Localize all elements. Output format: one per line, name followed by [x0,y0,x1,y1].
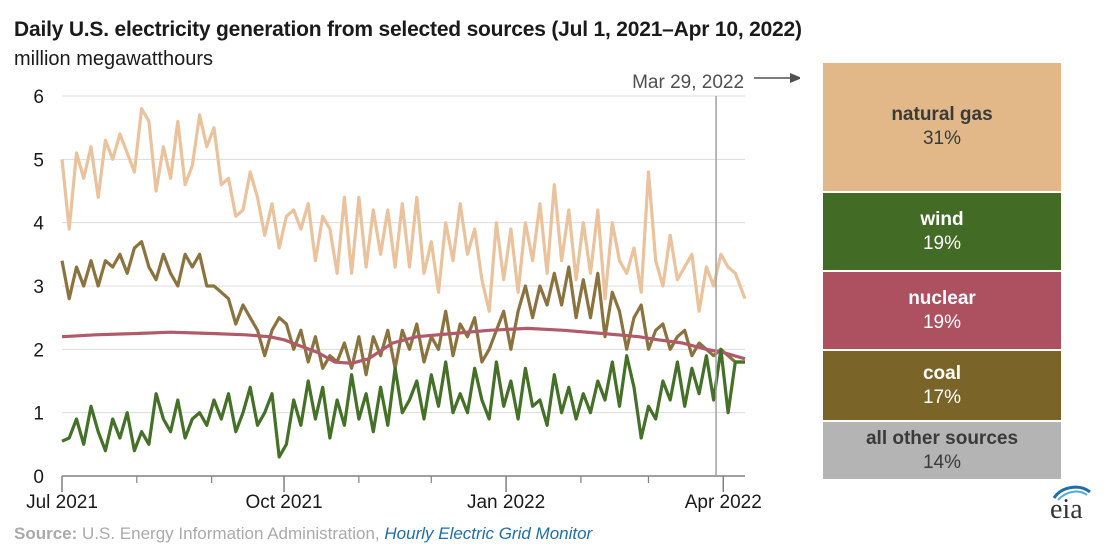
share-other: all other sources 14% [823,422,1061,479]
series-line-coal [60,240,745,377]
logo-swoosh-icon [1052,485,1091,501]
date-marker-label: Mar 29, 2022 [632,72,744,93]
series-line-natural-gas [60,107,747,313]
share-label: nuclear [908,287,976,309]
share-pct: 31% [922,128,962,149]
share-pct: 19% [922,232,962,254]
y-tick-label: 0 [33,467,44,488]
arrow-head-icon [790,73,800,83]
series-line-nuclear [61,326,746,365]
logo-text: eia [1050,494,1083,525]
chart-title: Daily U.S. electricity generation from s… [14,18,802,41]
share-label: coal [922,362,962,384]
x-axis: Jul 2021 Oct 2021 Jan 2022 Apr 2022 [26,475,762,513]
y-tick-label: 5 [33,150,44,171]
y-tick-label: 4 [33,214,44,235]
y-tick-label: 2 [33,340,44,361]
share-label: wind [920,208,964,230]
chart-subtitle: million megawatthours [14,48,213,70]
x-tick-label: Oct 2021 [245,492,322,513]
share-pct: 19% [922,311,962,333]
x-tick-label: Jan 2022 [467,492,545,513]
source-text: U.S. Energy Information Administration, [77,524,385,543]
share-natural-gas: natural gas 31% [823,63,1061,193]
share-wind: wind 19% [823,193,1061,272]
share-label: natural gas [891,104,993,125]
share-nuclear: nuclear 19% [823,272,1061,351]
x-tick-label: Jul 2021 [26,492,98,513]
y-tick-label: 1 [33,404,44,425]
eia-logo: eia [1046,484,1096,525]
share-pct: 14% [922,451,962,473]
series-line-wind [61,347,745,459]
y-tick-label: 3 [33,277,44,298]
marker-group: Mar 29, 2022 [632,72,800,476]
line-chart: 0 1 2 3 4 5 6 Jul 2021 Oct 2021 Jan 2022 Apr 2022… [26,72,800,513]
series-lines [60,107,747,459]
source-prefix: Source: [14,524,78,543]
source-note: Source: U.S. Energy Information Administ… [14,524,592,544]
y-tick-label: 6 [33,87,44,108]
source-link[interactable]: Hourly Electric Grid Monitor [384,524,593,543]
share-coal: coal 17% [823,351,1061,422]
share-label: all other sources [865,427,1019,449]
share-stack: natural gas 31% wind 19% nuclear 19% coa… [823,63,1061,479]
y-axis-ticks: 0 1 2 3 4 5 6 [33,87,44,488]
x-tick-label: Apr 2022 [685,492,762,513]
share-pct: 17% [922,386,962,408]
